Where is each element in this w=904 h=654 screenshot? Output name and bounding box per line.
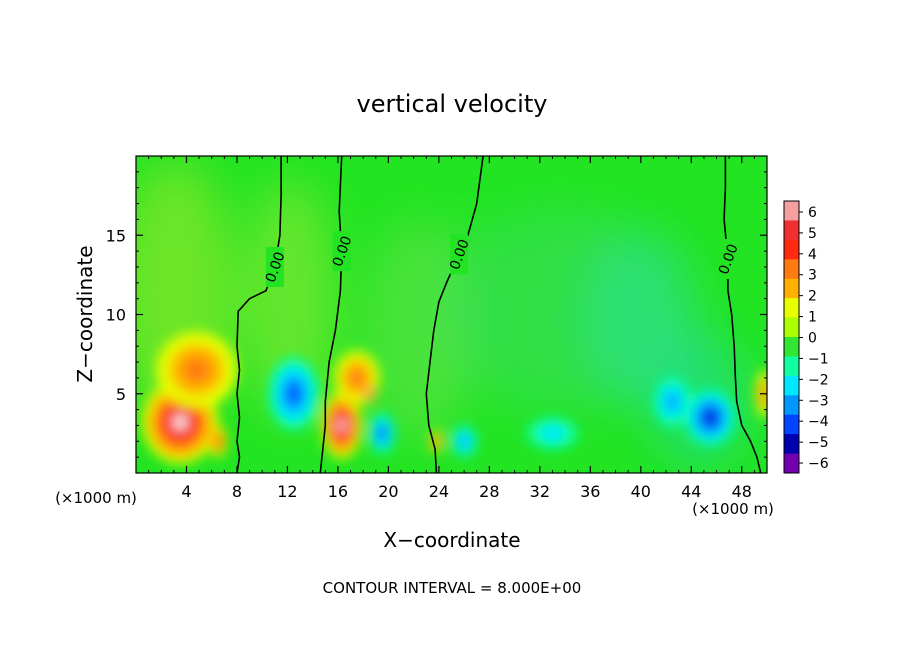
colorbar-label: 6 — [808, 205, 817, 221]
colorbar-band — [784, 317, 799, 338]
colorbar-label: −3 — [808, 393, 829, 409]
velocity-level — [287, 384, 301, 403]
contour-label-mask — [332, 231, 351, 272]
velocity-level — [539, 425, 566, 442]
colorbar-label: 1 — [808, 310, 817, 326]
colorbar-band — [784, 434, 799, 455]
colorbar-band — [784, 337, 799, 357]
x-tick-label: 12 — [277, 482, 297, 501]
colorbar-label: 0 — [808, 331, 817, 347]
velocity-level — [368, 392, 371, 396]
zero-contour-line — [723, 156, 762, 473]
x-tick-label: 8 — [232, 482, 242, 501]
colorbar-label: 2 — [808, 289, 817, 305]
velocity-level — [183, 357, 211, 383]
plot-area: 0.00 0.00 0.00 0.00 — [136, 156, 767, 473]
x-axis: 4 8 12 16 20 24 28 32 36 40 44 48 — [148, 156, 768, 501]
colorbar-label: 5 — [808, 226, 817, 242]
contour-interval-note: CONTOUR INTERVAL = 8.000E+00 — [323, 579, 582, 597]
velocity-cells — [142, 331, 767, 464]
x-tick-label: 48 — [732, 482, 752, 501]
colorbar-label: −6 — [808, 456, 829, 472]
colorbar-band — [784, 259, 799, 280]
colorbar-label: −1 — [808, 351, 829, 367]
velocity-level — [705, 411, 716, 424]
velocity-level — [349, 368, 365, 387]
updraft-cell — [321, 392, 362, 459]
x-axis-label: X−coordinate — [383, 528, 520, 552]
x-tick-label: 4 — [181, 482, 191, 501]
colorbar-label: 3 — [808, 268, 817, 284]
colorbar-label: −2 — [808, 372, 829, 388]
y-axis: 5 10 15 — [106, 171, 767, 458]
contour-label-mask — [450, 234, 469, 275]
y-tick-label: 5 — [116, 385, 126, 404]
velocity-level — [338, 419, 346, 431]
colorbar-label: −4 — [808, 414, 829, 430]
updraft-cell — [430, 430, 443, 453]
downdraft-cell — [369, 412, 395, 454]
contour-label-mask — [265, 246, 284, 287]
velocity-level — [173, 415, 187, 430]
y-tick-label: 10 — [106, 306, 126, 325]
downdraft-cell — [451, 425, 477, 458]
updraft-cell — [363, 384, 376, 404]
x-tick-label: 28 — [479, 482, 499, 501]
y-axis-label: Z−coordinate — [73, 245, 97, 382]
y-tick-label: 15 — [106, 226, 126, 245]
colorbar-band — [784, 201, 799, 221]
colorbar: 6 5 4 3 2 1 0 −1 −2 −3 −4 −5 −6 — [783, 200, 829, 474]
x-unit-left: (×1000 m) — [55, 489, 137, 507]
x-tick-label: 36 — [580, 482, 600, 501]
colorbar-label: −5 — [808, 435, 829, 451]
velocity-level — [434, 438, 438, 445]
downdraft-cell — [684, 388, 736, 447]
colorbar-band — [784, 375, 799, 396]
x-unit-right: (×1000 m) — [692, 500, 774, 518]
x-tick-label: 16 — [328, 482, 348, 501]
colorbar-band — [784, 239, 799, 260]
zero-contour-line — [236, 156, 282, 473]
downdraft-cell — [653, 376, 692, 428]
x-tick-label: 20 — [378, 482, 398, 501]
colorbar-label: 4 — [808, 247, 817, 263]
colorbar-band — [784, 453, 799, 474]
velocity-level — [378, 428, 386, 439]
velocity-level — [459, 436, 469, 447]
x-tick-label: 44 — [681, 482, 701, 501]
updraft-cell — [209, 425, 227, 458]
colorbar-band — [784, 414, 799, 435]
zero-contour-line — [425, 156, 484, 473]
velocity-level — [215, 437, 221, 446]
x-tick-label: 32 — [530, 482, 550, 501]
downdraft-cell — [268, 357, 319, 431]
colorbar-band — [784, 298, 799, 319]
velocity-level — [666, 393, 679, 411]
chart-title: vertical velocity — [357, 90, 548, 118]
x-tick-label: 24 — [429, 482, 449, 501]
x-tick-label: 40 — [631, 482, 651, 501]
colorbar-band — [784, 395, 799, 416]
updraft-cell — [156, 331, 237, 409]
contour-label-mask — [718, 239, 737, 280]
downdraft-cell — [527, 417, 578, 450]
colorbar-band — [784, 220, 799, 241]
colorbar-band — [784, 278, 799, 299]
colorbar-band — [784, 356, 799, 377]
